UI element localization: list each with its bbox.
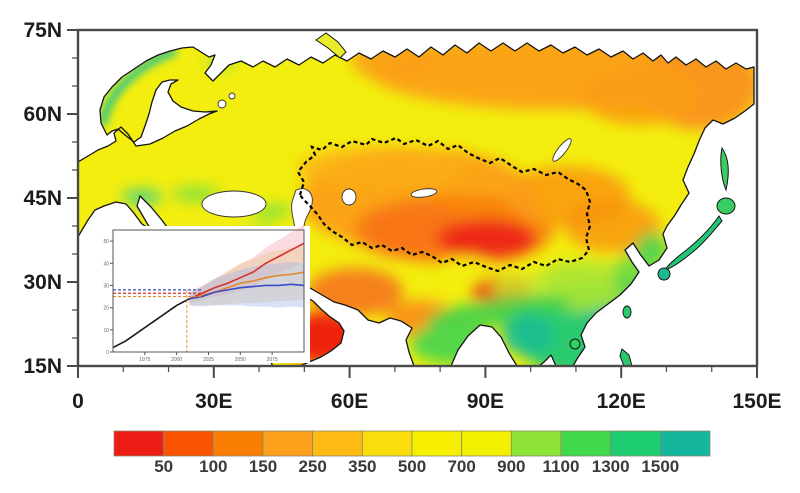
lat-label: 45N xyxy=(23,187,62,210)
lat-label: 15N xyxy=(23,355,62,378)
band-scenario-low xyxy=(189,262,304,308)
lake-ladoga xyxy=(217,99,227,109)
colorbar-label: 100 xyxy=(199,457,227,476)
colorbar-segment xyxy=(312,430,363,457)
colorbar-segment xyxy=(610,430,661,457)
band-scenario-high xyxy=(189,224,304,304)
lat-label: 30N xyxy=(23,271,62,294)
colorbar-label: 700 xyxy=(447,457,475,476)
colorbar-label: 1500 xyxy=(641,457,679,476)
colorbar-segment xyxy=(411,430,463,457)
colorbar-segment xyxy=(113,430,165,457)
lon-label: 150E xyxy=(732,390,781,413)
lon-label: 60E xyxy=(331,390,368,413)
colorbar-label: 250 xyxy=(298,457,326,476)
inset-x-tick-label: 2025 xyxy=(203,357,214,363)
line-scenario-high xyxy=(189,242,305,300)
island-hokkaido xyxy=(716,197,736,215)
norway-coast-strip xyxy=(97,45,178,126)
coastline xyxy=(79,42,755,365)
lat-label: 75N xyxy=(23,19,62,42)
inset-axes: 1975 2000 2025 2050 2075 0 10 20 30 40 50 xyxy=(103,239,278,363)
colorbar: 50 100 150 250 350 500 700 900 1100 1300 1500 xyxy=(113,430,711,476)
line-historical xyxy=(112,298,190,349)
lon-label: 0 xyxy=(72,390,84,413)
study-region-outline xyxy=(296,136,592,273)
lat-label: 60N xyxy=(23,103,62,126)
inset-y-tick-label: 30 xyxy=(103,283,109,289)
island-taiwan xyxy=(622,305,632,319)
colorbar-segment xyxy=(659,430,711,457)
lon-label: 30E xyxy=(195,390,232,413)
colorbar-label: 50 xyxy=(154,457,173,476)
inset-y-tick-label: 20 xyxy=(103,306,109,312)
lon-label: 120E xyxy=(597,390,646,413)
colorbar-label: 1300 xyxy=(592,457,630,476)
inset-x-tick-label: 2050 xyxy=(235,357,246,363)
inset-timeseries-chart: 1975 2000 2025 2050 2075 0 10 20 30 40 50 xyxy=(99,224,310,363)
lon-label: 90E xyxy=(467,390,504,413)
inset-series-lines xyxy=(112,242,305,349)
inset-x-tick-label: 2075 xyxy=(267,357,278,363)
line-scenario-low xyxy=(189,283,305,300)
colorbar-label: 1100 xyxy=(543,457,580,476)
lake-baikal xyxy=(552,138,572,162)
axis-labels: 75N 60N 45N 30N 15N 0 30E 60E 90E 120E 150E xyxy=(23,19,781,413)
island-philippines xyxy=(619,348,633,365)
inset-y-tick-label: 50 xyxy=(103,239,109,245)
island-honshu xyxy=(663,215,723,271)
colorbar-label: 150 xyxy=(249,457,277,476)
colorbar-segment xyxy=(461,430,512,457)
axis-ticks xyxy=(67,29,758,378)
lake-onega xyxy=(228,92,236,100)
island-novaya-zemlya xyxy=(315,32,347,59)
colorbar-label: 900 xyxy=(497,457,525,476)
islands xyxy=(315,32,736,365)
colorbar-label: 350 xyxy=(348,457,376,476)
island-hainan xyxy=(569,338,581,350)
island-sakhalin xyxy=(720,146,729,192)
colorbar-segment xyxy=(212,430,264,457)
inset-x-tick-label: 2000 xyxy=(171,357,182,363)
inset-y-tick-label: 10 xyxy=(103,328,109,334)
colorbar-segment xyxy=(262,430,314,457)
black-sea xyxy=(201,190,267,218)
inset-x-tick-label: 1975 xyxy=(139,357,150,363)
inset-y-tick-label: 0 xyxy=(106,350,109,356)
aral-sea xyxy=(341,188,357,206)
island-kyushu xyxy=(657,267,671,281)
colorbar-segment xyxy=(163,430,214,457)
colorbar-label: 500 xyxy=(398,457,426,476)
colorbar-segment xyxy=(560,430,612,457)
colorbar-segment xyxy=(361,430,413,457)
lake-balkhash xyxy=(410,188,438,198)
inset-reference-dashes xyxy=(113,289,203,352)
colorbar-segment xyxy=(510,430,562,457)
inset-y-tick-label: 40 xyxy=(103,261,109,267)
climate-shading xyxy=(122,43,754,365)
